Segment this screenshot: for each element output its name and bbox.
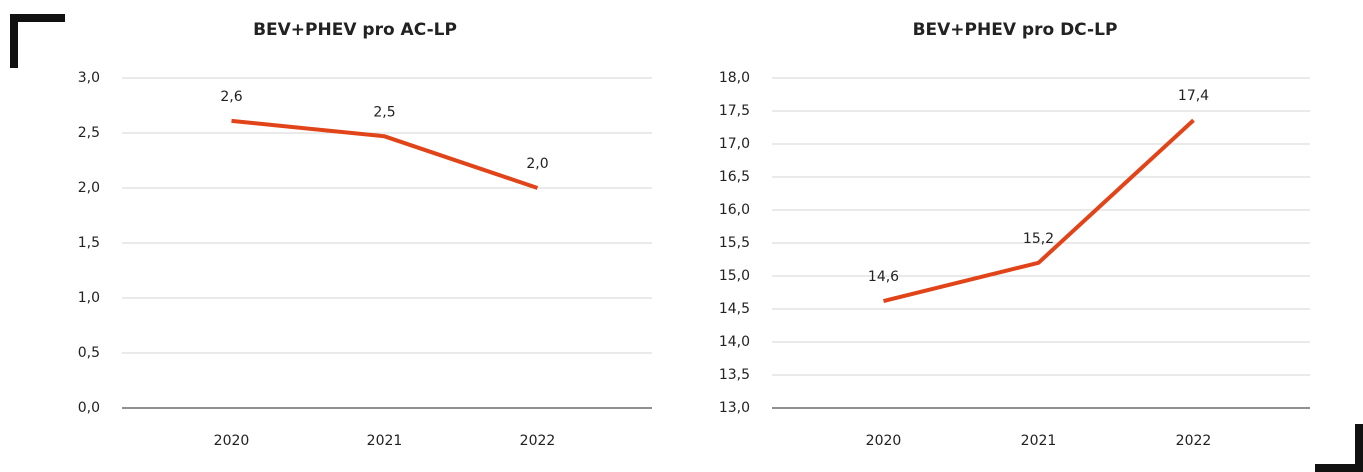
y-tick-label: 15,0 [719, 268, 750, 284]
y-tick-label: 2,0 [78, 180, 100, 196]
y-tick-label: 17,0 [719, 136, 750, 152]
x-tick-label: 2021 [1021, 433, 1057, 449]
data-label: 2,6 [220, 89, 242, 105]
y-tick-label: 17,5 [719, 103, 750, 119]
y-tick-label: 1,0 [78, 290, 100, 306]
corner-bracket [10, 14, 65, 68]
y-tick-label: 14,0 [719, 334, 750, 350]
data-label: 17,4 [1178, 88, 1209, 104]
x-tick-label: 2020 [866, 433, 902, 449]
y-tick-label: 2,5 [78, 125, 100, 141]
data-label: 14,6 [868, 269, 899, 285]
data-label: 15,2 [1023, 231, 1054, 247]
x-tick-label: 2021 [367, 433, 403, 449]
y-tick-label: 0,0 [78, 400, 100, 416]
y-tick-label: 3,0 [78, 70, 100, 86]
data-label: 2,0 [526, 156, 548, 172]
data-label: 2,5 [373, 104, 395, 120]
line [883, 118, 1195, 304]
chart-title: BEV+PHEV pro AC-LP [253, 20, 457, 40]
y-tick-label: 0,5 [78, 345, 100, 361]
corner-bracket [1315, 424, 1363, 472]
x-tick-label: 2020 [214, 433, 250, 449]
y-tick-label: 16,0 [719, 202, 750, 218]
y-tick-label: 16,5 [719, 169, 750, 185]
y-tick-label: 13,0 [719, 400, 750, 416]
y-tick-label: 1,5 [78, 235, 100, 251]
chart-title: BEV+PHEV pro DC-LP [913, 20, 1118, 40]
y-tick-label: 18,0 [719, 70, 750, 86]
line [231, 118, 539, 190]
y-tick-label: 15,5 [719, 235, 750, 251]
x-tick-label: 2022 [1176, 433, 1212, 449]
x-tick-label: 2022 [520, 433, 556, 449]
y-tick-label: 13,5 [719, 367, 750, 383]
y-tick-label: 14,5 [719, 301, 750, 317]
